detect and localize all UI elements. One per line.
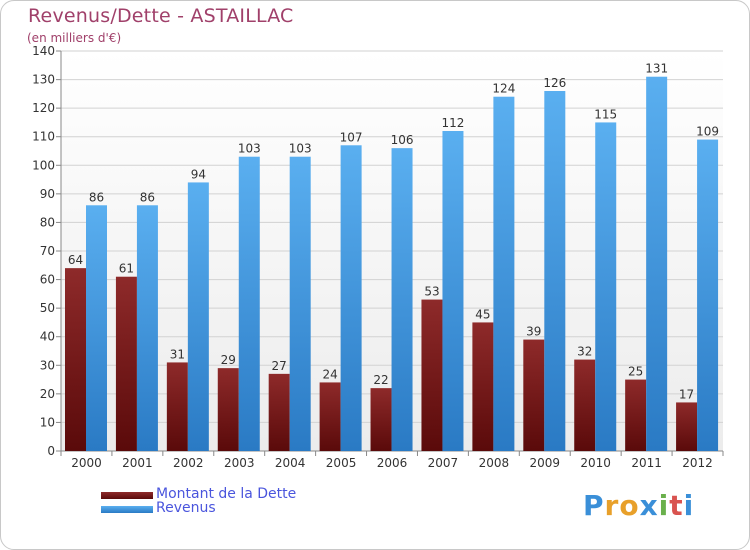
debt-value-label: 17 (679, 387, 694, 401)
logo-letter: i (658, 489, 670, 522)
legend-swatch-revenus (101, 505, 153, 513)
y-tick-label: 30 (40, 358, 55, 372)
debt-value-label: 39 (526, 325, 541, 339)
logo-letter: o (619, 489, 640, 522)
y-tick-label: 70 (40, 244, 55, 258)
debt-value-label: 64 (68, 253, 83, 267)
y-tick-label: 100 (32, 158, 55, 172)
y-tick-label: 20 (40, 387, 55, 401)
debt-value-label: 29 (221, 353, 236, 367)
y-tick-label: 120 (32, 101, 55, 115)
revenus-value-label: 86 (140, 190, 155, 204)
debt-value-label: 27 (272, 359, 287, 373)
debt-bar (319, 382, 341, 451)
revenus-value-label: 94 (191, 167, 206, 181)
y-tick-label: 10 (40, 415, 55, 429)
revenus-bar (646, 76, 668, 451)
debt-bar (65, 268, 86, 451)
debt-bar (370, 388, 392, 451)
x-tick-label: 2007 (428, 456, 459, 470)
revenus-value-label: 109 (696, 125, 719, 139)
revenus-value-label: 106 (391, 133, 414, 147)
revenus-value-label: 115 (594, 107, 617, 121)
y-tick-label: 110 (32, 130, 55, 144)
debt-bar (115, 276, 137, 451)
y-tick-label: 50 (40, 301, 55, 315)
debt-bar (421, 299, 443, 451)
logo-letter: t (669, 489, 684, 522)
revenus-value-label: 112 (442, 116, 465, 130)
chart-subtitle: (en milliers d'€) (27, 31, 122, 45)
x-tick-label: 2010 (580, 456, 611, 470)
revenus-value-label: 103 (289, 142, 312, 156)
x-tick-label: 2004 (275, 456, 306, 470)
debt-value-label: 25 (628, 365, 643, 379)
logo-letter: r (604, 489, 620, 522)
debt-value-label: 45 (475, 307, 490, 321)
revenus-bar (136, 205, 158, 451)
x-tick-label: 2003 (224, 456, 255, 470)
proxiti-logo: Proxiti (583, 489, 694, 522)
x-tick-label: 2012 (682, 456, 713, 470)
debt-bar (166, 362, 188, 451)
revenus-bar (238, 156, 260, 451)
debt-value-label: 24 (322, 367, 337, 381)
debt-bar (574, 359, 596, 451)
legend-label-debt: Montant de la Dette (156, 486, 297, 502)
x-tick-label: 2001 (122, 456, 153, 470)
x-tick-label: 2005 (326, 456, 357, 470)
revenus-bar (391, 148, 413, 451)
debt-bar (268, 373, 290, 451)
revenus-bar (697, 139, 719, 452)
revenus-bar (187, 182, 209, 451)
chart-title: Revenus/Dette - ASTAILLAC (28, 5, 294, 27)
debt-bar (217, 368, 239, 451)
y-tick-label: 40 (40, 330, 55, 344)
revenus-value-label: 107 (340, 130, 363, 144)
revenus-bar (86, 205, 107, 451)
revenus-bar (595, 122, 617, 451)
revenus-value-label: 131 (645, 62, 668, 76)
legend-item-debt: Montant de la Dette (101, 486, 296, 503)
x-tick-label: 2009 (529, 456, 560, 470)
legend-swatch-debt (101, 491, 153, 499)
legend-item-revenus: Revenus (101, 500, 216, 517)
debt-value-label: 32 (577, 345, 592, 359)
revenus-bar (544, 91, 566, 451)
debt-bar (625, 379, 647, 451)
x-tick-label: 2011 (631, 456, 662, 470)
revenus-bar (442, 131, 464, 451)
y-tick-label: 140 (32, 44, 55, 58)
debt-value-label: 53 (424, 285, 439, 299)
revenus-value-label: 124 (492, 82, 515, 96)
debt-value-label: 61 (119, 262, 134, 276)
debt-bar (472, 322, 494, 451)
logo-letter: x (639, 489, 659, 522)
y-tick-label: 60 (40, 273, 55, 287)
x-tick-label: 2008 (479, 456, 510, 470)
y-tick-label: 80 (40, 215, 55, 229)
x-tick-label: 2006 (377, 456, 408, 470)
logo-letter: i (683, 489, 695, 522)
debt-value-label: 31 (170, 347, 185, 361)
y-tick-label: 0 (47, 444, 55, 458)
logo-letter: P (583, 489, 605, 522)
revenus-value-label: 86 (89, 190, 104, 204)
revenus-bar (493, 96, 515, 451)
x-tick-label: 2002 (173, 456, 204, 470)
legend-label-revenus: Revenus (156, 500, 216, 516)
revenus-bar (289, 156, 311, 451)
x-tick-label: 2000 (71, 456, 102, 470)
debt-bar (676, 402, 698, 451)
revenus-bar (340, 145, 362, 452)
debt-value-label: 22 (373, 373, 388, 387)
y-tick-label: 90 (40, 187, 55, 201)
revenus-value-label: 126 (543, 76, 566, 90)
y-tick-label: 130 (32, 73, 55, 87)
revenus-value-label: 103 (238, 142, 261, 156)
debt-bar (523, 339, 545, 451)
